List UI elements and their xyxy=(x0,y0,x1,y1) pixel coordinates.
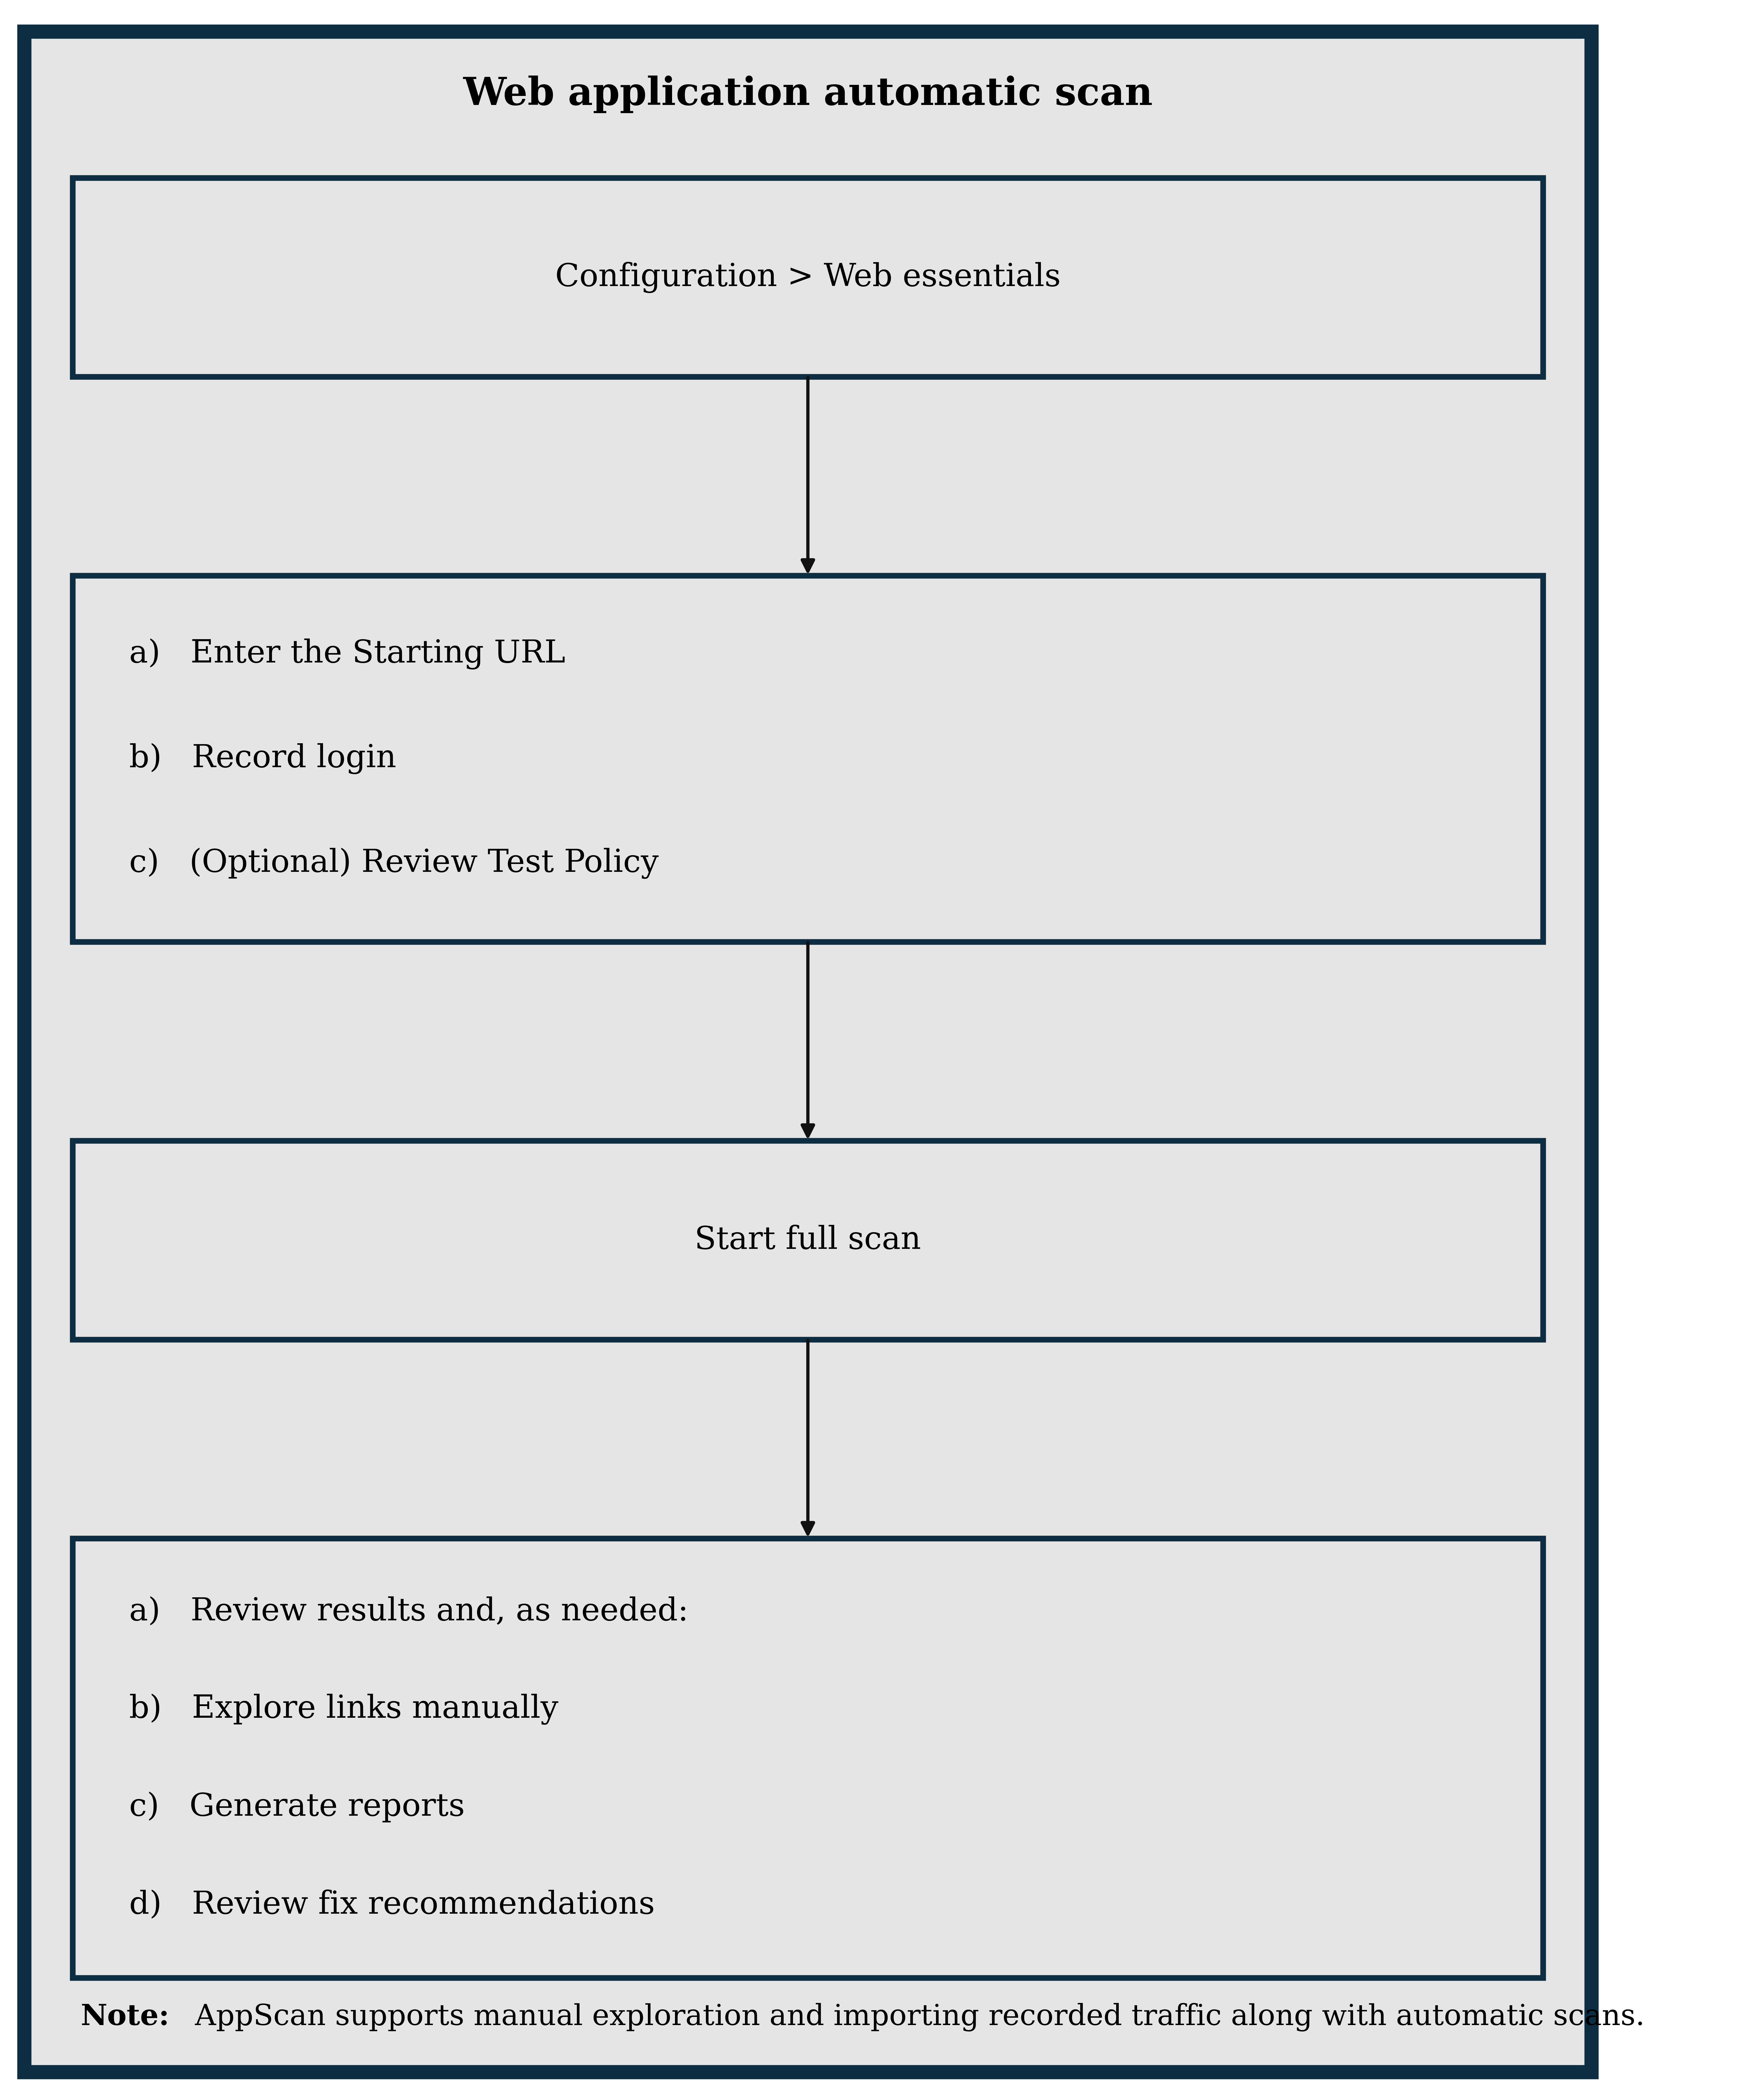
Text: b)   Record login: b) Record login xyxy=(129,743,397,774)
FancyBboxPatch shape xyxy=(72,1538,1544,1978)
Text: d)   Review fix recommendations: d) Review fix recommendations xyxy=(129,1890,654,1919)
FancyBboxPatch shape xyxy=(72,1141,1544,1340)
Text: a)   Enter the Starting URL: a) Enter the Starting URL xyxy=(129,638,566,670)
Text: Configuration > Web essentials: Configuration > Web essentials xyxy=(556,262,1060,293)
FancyBboxPatch shape xyxy=(72,576,1544,942)
Text: Start full scan: Start full scan xyxy=(695,1224,921,1256)
FancyBboxPatch shape xyxy=(25,31,1591,2072)
Text: AppScan supports manual exploration and importing recorded traffic along with au: AppScan supports manual exploration and … xyxy=(185,2003,1644,2032)
Text: Note:: Note: xyxy=(81,2003,169,2032)
Text: c)   (Optional) Review Test Policy: c) (Optional) Review Test Policy xyxy=(129,848,658,879)
Text: Web application automatic scan: Web application automatic scan xyxy=(462,75,1152,113)
Text: c)   Generate reports: c) Generate reports xyxy=(129,1792,466,1823)
Text: b)   Explore links manually: b) Explore links manually xyxy=(129,1693,559,1725)
FancyBboxPatch shape xyxy=(72,178,1544,377)
Text: a)   Review results and, as needed:: a) Review results and, as needed: xyxy=(129,1597,688,1626)
